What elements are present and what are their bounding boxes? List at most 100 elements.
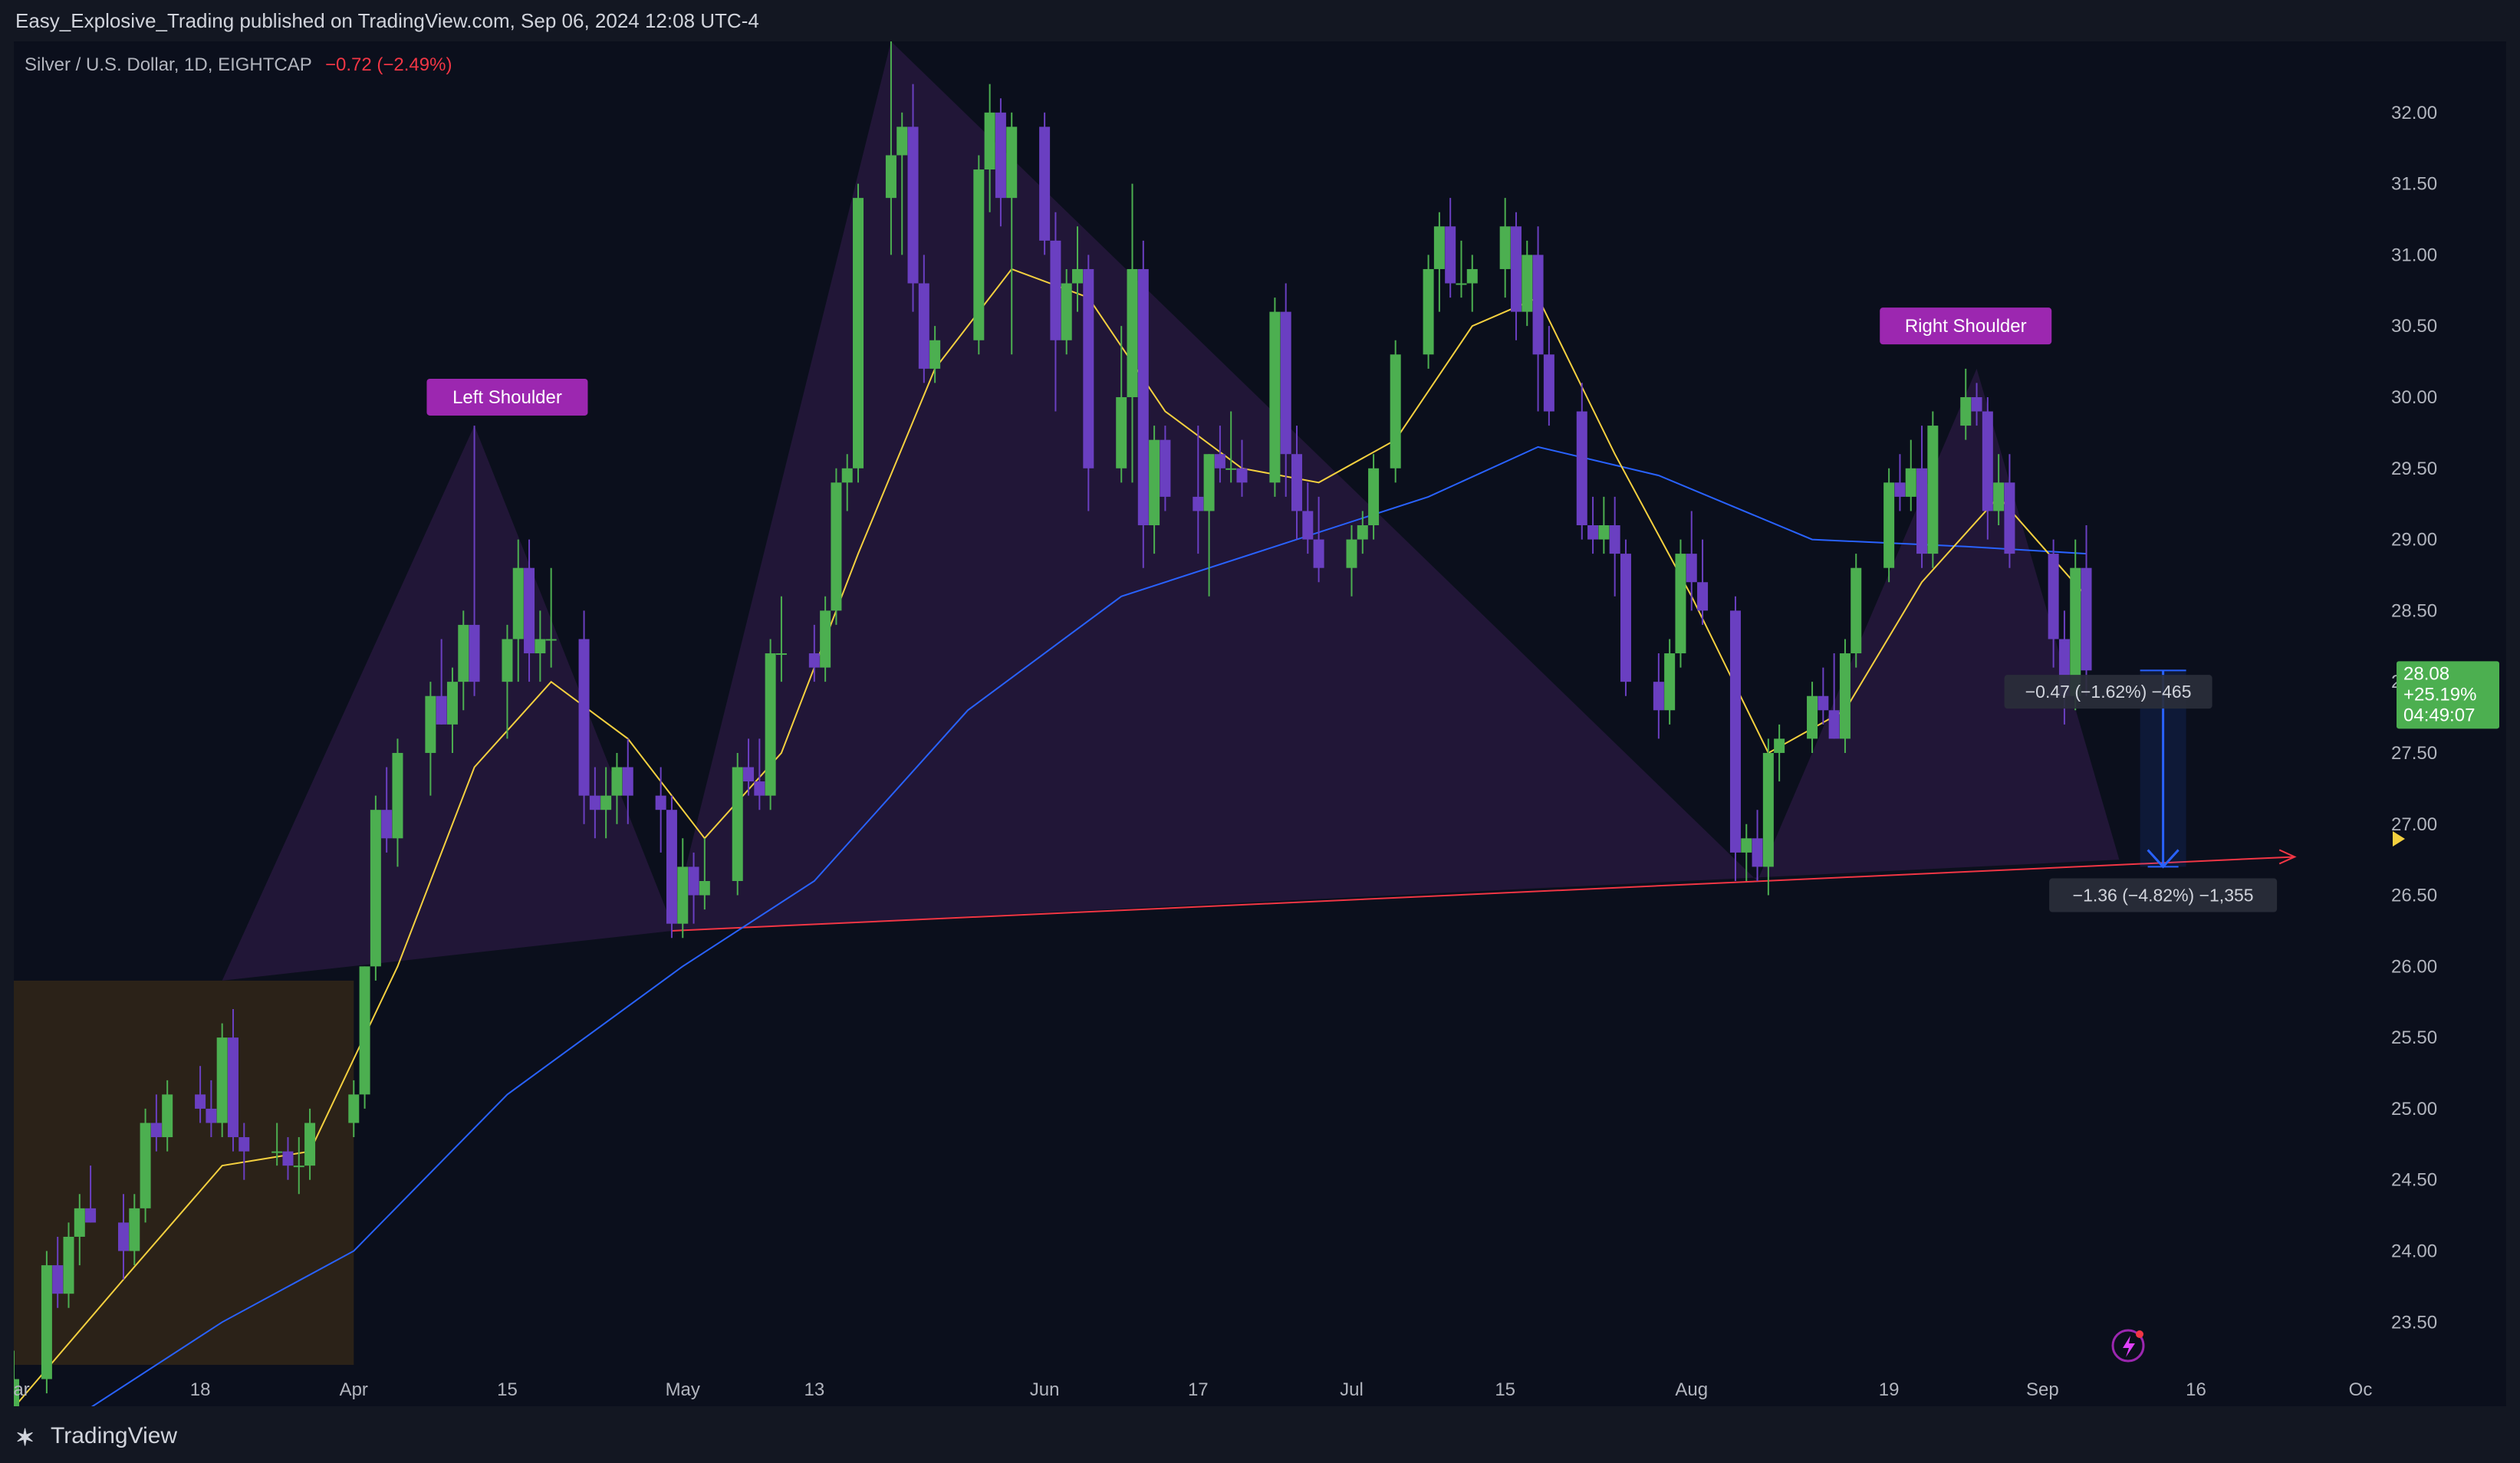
candle[interactable] xyxy=(578,610,590,824)
candle[interactable] xyxy=(436,639,447,725)
candle[interactable] xyxy=(929,326,941,383)
candle[interactable] xyxy=(1653,653,1664,739)
candle[interactable] xyxy=(1357,511,1368,554)
candle[interactable] xyxy=(348,1080,360,1138)
candle[interactable] xyxy=(1741,824,1752,881)
candle[interactable] xyxy=(1510,212,1522,340)
candle[interactable] xyxy=(1960,368,1972,440)
candle[interactable] xyxy=(140,1108,151,1223)
candle[interactable] xyxy=(896,112,908,255)
candle[interactable] xyxy=(765,639,776,810)
candle[interactable] xyxy=(41,1251,52,1394)
candle[interactable] xyxy=(1149,426,1160,554)
candle[interactable] xyxy=(227,1009,239,1152)
candle[interactable] xyxy=(1729,596,1741,881)
candle[interactable] xyxy=(1236,439,1248,497)
candle[interactable] xyxy=(1807,682,1818,753)
lightning-icon[interactable] xyxy=(2111,1329,2145,1363)
candle[interactable] xyxy=(1620,539,1631,696)
candle[interactable] xyxy=(820,596,831,682)
candle[interactable] xyxy=(446,667,458,753)
symbol-legend[interactable]: Silver / U.S. Dollar, 1D, EIGHTCAP xyxy=(25,54,312,75)
candle[interactable] xyxy=(545,567,557,668)
candle[interactable] xyxy=(117,1194,129,1280)
candle[interactable] xyxy=(1313,496,1324,583)
candle[interactable] xyxy=(129,1194,140,1266)
candle[interactable] xyxy=(1423,255,1434,369)
candle[interactable] xyxy=(885,41,896,255)
candle[interactable] xyxy=(162,1080,173,1152)
candle[interactable] xyxy=(1280,283,1291,497)
candle[interactable] xyxy=(1160,426,1171,511)
price-chart[interactable]: Left Shoulder Right Shoulder −0.47 (−1.62%… xyxy=(0,41,2506,1436)
candle[interactable] xyxy=(293,1137,304,1195)
candle[interactable] xyxy=(1752,810,1763,881)
candle[interactable] xyxy=(666,795,677,939)
candle[interactable] xyxy=(688,852,699,924)
candle[interactable] xyxy=(359,966,370,1109)
candle[interactable] xyxy=(2048,539,2059,668)
candle[interactable] xyxy=(150,1094,162,1152)
candle[interactable] xyxy=(1269,298,1281,497)
candle[interactable] xyxy=(206,1080,217,1138)
candle[interactable] xyxy=(600,767,612,839)
chart-svg[interactable]: Left Shoulder Right Shoulder −0.47 (−1.62%… xyxy=(0,41,2506,1436)
candle[interactable] xyxy=(1664,639,1676,725)
candle[interactable] xyxy=(611,752,623,824)
candle[interactable] xyxy=(1050,212,1061,412)
candle[interactable] xyxy=(1214,426,1225,483)
candle[interactable] xyxy=(1137,240,1149,568)
candle[interactable] xyxy=(775,596,787,682)
candle[interactable] xyxy=(995,98,1006,227)
candle[interactable] xyxy=(195,1066,206,1123)
candle[interactable] xyxy=(1982,396,1993,540)
candle[interactable] xyxy=(458,610,469,711)
candle[interactable] xyxy=(907,84,919,312)
candle[interactable] xyxy=(535,610,546,682)
candle[interactable] xyxy=(622,738,633,824)
candle[interactable] xyxy=(1927,411,1939,568)
candle[interactable] xyxy=(1456,240,1467,298)
candle[interactable] xyxy=(1851,554,1862,668)
candle[interactable] xyxy=(1818,667,1829,725)
candle[interactable] xyxy=(1905,439,1916,511)
candles-layer[interactable] xyxy=(8,41,2092,1436)
shoulder-label[interactable]: Left Shoulder xyxy=(426,378,588,416)
candle[interactable] xyxy=(1390,340,1401,483)
candle[interactable] xyxy=(973,155,985,355)
shoulder-label[interactable]: Right Shoulder xyxy=(1880,307,2052,345)
candle[interactable] xyxy=(1499,198,1511,298)
candle[interactable] xyxy=(1828,653,1840,739)
neckline-layer[interactable] xyxy=(671,849,2297,932)
candle[interactable] xyxy=(370,795,381,981)
candle[interactable] xyxy=(392,738,403,867)
candle[interactable] xyxy=(304,1108,316,1180)
candle[interactable] xyxy=(1762,738,1774,896)
candle[interactable] xyxy=(1433,212,1445,312)
candle[interactable] xyxy=(831,468,842,625)
candle[interactable] xyxy=(1083,255,1094,511)
candle[interactable] xyxy=(1127,183,1138,483)
candle[interactable] xyxy=(216,1023,228,1138)
candle[interactable] xyxy=(1039,112,1051,255)
candle[interactable] xyxy=(1445,198,1456,298)
candle[interactable] xyxy=(1686,511,1697,611)
candle[interactable] xyxy=(1466,255,1478,312)
candle[interactable] xyxy=(74,1194,85,1266)
candle[interactable] xyxy=(1576,383,1587,540)
candle[interactable] xyxy=(1883,468,1895,583)
candle[interactable] xyxy=(271,1123,283,1166)
candle[interactable] xyxy=(1894,454,1906,511)
candle[interactable] xyxy=(63,1222,74,1308)
candle[interactable] xyxy=(743,738,755,796)
candle[interactable] xyxy=(1225,411,1237,483)
measure-label[interactable]: −0.47 (−1.62%) −465 xyxy=(2004,675,2212,709)
candle[interactable] xyxy=(512,539,524,682)
candle[interactable] xyxy=(502,624,513,739)
candle[interactable] xyxy=(732,752,743,896)
candle[interactable] xyxy=(1598,496,1610,554)
candle[interactable] xyxy=(524,539,535,682)
candle[interactable] xyxy=(699,838,710,910)
candle[interactable] xyxy=(841,454,853,511)
measure-label[interactable]: −1.36 (−4.82%) −1,355 xyxy=(2049,878,2278,912)
